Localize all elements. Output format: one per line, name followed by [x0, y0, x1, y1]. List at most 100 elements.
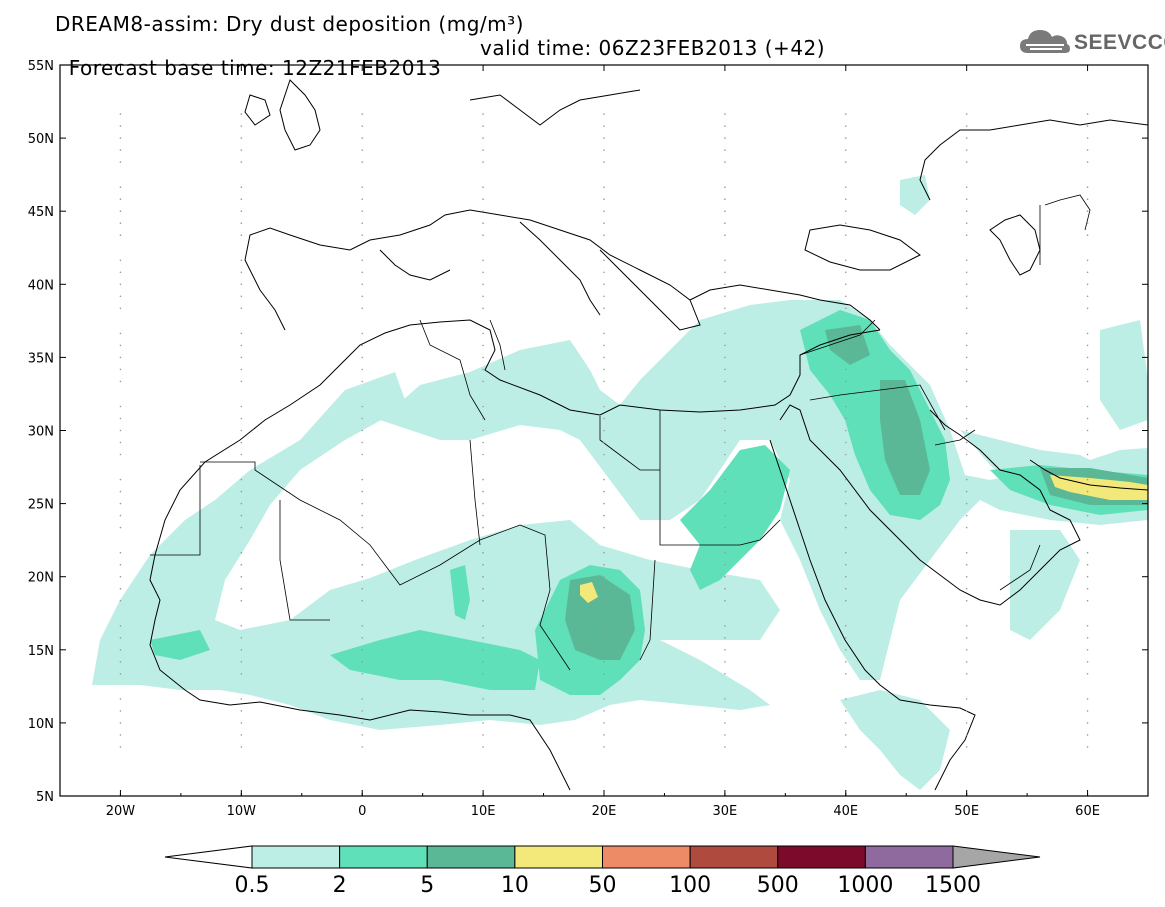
grid-dot [603, 259, 605, 262]
grid-dot [361, 490, 364, 493]
grid-dot [965, 149, 968, 151]
grid-dot [361, 502, 364, 505]
grid-dot [603, 551, 605, 554]
grid-dot [119, 368, 122, 371]
grid-dot [240, 441, 243, 444]
grid-dot [240, 502, 243, 505]
grid-dot [603, 673, 605, 675]
grid-dot [482, 344, 484, 347]
grid-dot [482, 137, 484, 139]
grid-dot [119, 625, 122, 627]
grid-dot [361, 161, 364, 163]
grid-dot [724, 234, 726, 236]
grid-dot [844, 259, 847, 262]
grid-dot [361, 234, 364, 236]
grid-dot [844, 637, 847, 639]
grid-dot [240, 526, 243, 529]
grid-dot [724, 673, 726, 675]
lat-label: 40N [28, 278, 54, 293]
grid-dot [482, 698, 484, 700]
grid-dot [1086, 368, 1089, 371]
grid-dot [1086, 259, 1089, 262]
grid-dot [603, 405, 605, 408]
grid-dot [482, 186, 484, 188]
grid-dot [965, 478, 968, 481]
grid-dot [1086, 526, 1089, 529]
grid-dot [119, 722, 122, 724]
grid-dot [119, 502, 122, 505]
grid-dot [361, 599, 364, 602]
grid-dot [482, 661, 484, 663]
grid-dot [724, 332, 726, 335]
grid-dot [361, 575, 364, 578]
grid-dot [361, 149, 364, 151]
grid-dot [482, 356, 484, 359]
grid-dot [361, 722, 364, 724]
grid-dot [965, 125, 968, 127]
lon-label: 20W [106, 804, 136, 819]
grid-dot [603, 198, 605, 200]
lon-label: 40E [833, 804, 858, 819]
grid-dot [119, 710, 122, 712]
grid-dot [361, 698, 364, 700]
grid-dot [603, 210, 605, 212]
grid-dot [361, 283, 364, 286]
base-time: Forecast base time: 12Z21FEB2013 [68, 56, 442, 80]
colorbar-box [602, 845, 691, 869]
lon-label: 50E [954, 804, 979, 819]
grid-dot [724, 161, 726, 163]
grid-dot [1086, 295, 1089, 298]
grid-dot [724, 710, 726, 712]
grid-dot [603, 344, 605, 347]
grid-dot [965, 113, 968, 115]
grid-dot [965, 673, 968, 675]
grid-dot [603, 625, 605, 627]
colorbar-level: 1500 [925, 873, 981, 898]
colorbar-box [514, 845, 603, 869]
grid-dot [844, 149, 847, 151]
grid-dot [965, 283, 968, 286]
grid-dot [1086, 210, 1089, 212]
grid-dot [482, 502, 484, 505]
lat-label: 35N [28, 351, 54, 366]
grid-dot [482, 113, 484, 115]
grid-dot [1086, 113, 1089, 115]
grid-dot [965, 490, 968, 493]
grid-dot [482, 283, 484, 286]
grid-dot [240, 563, 243, 566]
grid-dot [965, 625, 968, 627]
grid-dot [119, 587, 122, 590]
grid-dot [361, 453, 364, 456]
grid-dot [482, 453, 484, 456]
grid-dot [844, 234, 847, 236]
grid-dot [361, 222, 364, 224]
grid-dot [482, 125, 484, 127]
grid-dot [724, 625, 726, 627]
grid-dot [240, 453, 243, 456]
grid-dot [1086, 490, 1089, 493]
grid-dot [724, 526, 726, 529]
grid-dot [119, 490, 122, 493]
grid-dot [724, 429, 726, 432]
grid-dot [844, 222, 847, 224]
grid-dot [965, 502, 968, 505]
axis-ticks [59, 64, 1149, 797]
grid-dot [1086, 551, 1089, 554]
grid-dot [361, 198, 364, 200]
grid-dot [603, 332, 605, 335]
grid-dot [1086, 478, 1089, 481]
grid-dot [603, 137, 605, 139]
grid-dot [482, 149, 484, 151]
grid-dot [965, 356, 968, 359]
grid-dot [724, 661, 726, 663]
grid-dot [965, 198, 968, 200]
grid-dot [603, 563, 605, 566]
grid-dot [482, 478, 484, 481]
colorbar-level: 50 [589, 873, 617, 898]
grid-dot [1086, 625, 1089, 627]
grid-dots [119, 113, 1089, 748]
grid-dot [844, 271, 847, 274]
grid-dot [361, 734, 364, 736]
grid-dot [240, 490, 243, 493]
grid-dot [724, 210, 726, 212]
